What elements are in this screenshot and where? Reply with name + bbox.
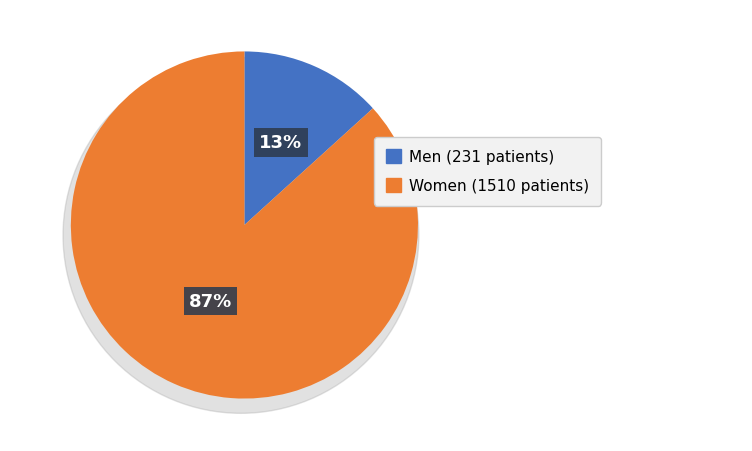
Legend: Men (231 patients), Women (1510 patients): Men (231 patients), Women (1510 patients… bbox=[374, 138, 601, 206]
Wedge shape bbox=[244, 52, 373, 226]
Wedge shape bbox=[71, 52, 418, 399]
Text: 13%: 13% bbox=[259, 134, 302, 152]
Text: 87%: 87% bbox=[189, 293, 232, 310]
Ellipse shape bbox=[63, 58, 419, 414]
